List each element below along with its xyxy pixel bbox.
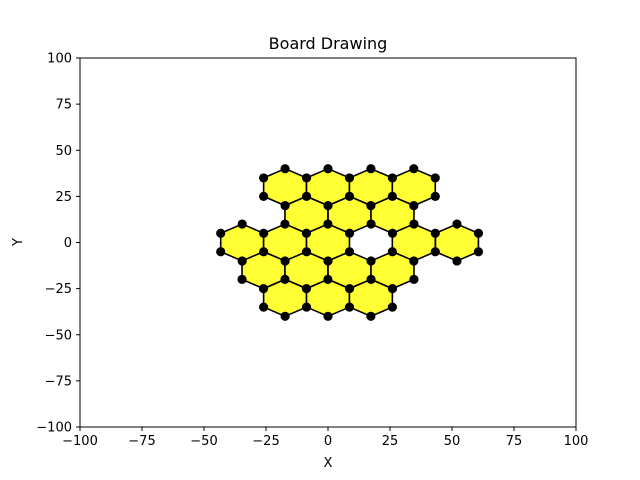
vertex-point-56 [301, 302, 312, 312]
y-tick-label-4: −25 [45, 282, 72, 297]
y-tick-label-6: 25 [55, 190, 72, 205]
vertex-point-20 [301, 228, 312, 238]
hexagon-12 [434, 223, 480, 262]
x-tick-label-4: −25 [252, 434, 279, 449]
vertex-point-51 [366, 274, 376, 284]
vertex-point-31 [259, 247, 269, 257]
vertex-point-13 [366, 201, 376, 211]
vertex-point-38 [409, 256, 419, 266]
vertex-point-7 [344, 173, 355, 183]
y-tick-label-9: 100 [47, 52, 72, 67]
vertex-point-52 [387, 284, 398, 294]
x-axis-label: X [324, 456, 333, 471]
vertex-point-59 [366, 311, 376, 321]
vertex-point-40 [473, 228, 484, 238]
x-tick-label-1: −100 [62, 434, 98, 449]
vertex-point-42 [452, 256, 462, 266]
vertex-point-33 [301, 247, 312, 257]
vertex-point-28 [216, 228, 226, 238]
vertex-point-14 [387, 191, 397, 201]
y-tick-label-5: 0 [64, 236, 72, 251]
vertex-point-35 [344, 247, 355, 257]
vertex-point-10 [344, 191, 355, 201]
y-tick-label-2: −75 [45, 374, 72, 389]
vertex-point-26 [259, 228, 269, 238]
vertex-point-3 [259, 173, 269, 183]
vertex-point-6 [301, 191, 312, 201]
vertex-point-21 [323, 219, 333, 229]
chart-title: Board Drawing [269, 34, 388, 53]
x-tick-label-8: 75 [506, 434, 523, 449]
vertex-point-22 [344, 228, 355, 238]
vertex-point-8 [323, 164, 333, 174]
vertex-point-54 [259, 302, 269, 312]
vertex-point-25 [409, 219, 419, 229]
plot-content [216, 164, 484, 321]
vertex-point-46 [280, 274, 290, 284]
vertex-point-32 [280, 256, 290, 266]
vertex-point-53 [409, 274, 419, 284]
vertex-point-37 [387, 247, 397, 257]
vertex-point-43 [473, 247, 484, 257]
x-tick-label-7: 50 [444, 434, 461, 449]
vertex-point-34 [323, 256, 333, 266]
vertex-point-58 [344, 302, 355, 312]
vertex-point-1 [301, 173, 312, 183]
y-tick-label-3: −50 [45, 328, 72, 343]
vertex-point-60 [387, 302, 397, 312]
vertex-point-5 [280, 201, 290, 211]
vertex-point-39 [430, 247, 440, 257]
y-tick-label-7: 50 [55, 144, 72, 159]
vertex-point-47 [301, 284, 312, 294]
vertex-point-12 [366, 164, 376, 174]
vertex-point-16 [409, 164, 419, 174]
x-tick-label-9: 100 [564, 434, 589, 449]
x-tick-label-6: 25 [382, 434, 399, 449]
vertex-point-24 [387, 228, 398, 238]
vertex-point-17 [409, 201, 419, 211]
vertex-point-27 [237, 219, 247, 229]
vertex-point-18 [430, 191, 440, 201]
plot-area: −100 −75 −50 −25 0 25 50 75 100 −100 −75 −50 −25 0 25 5… [36, 52, 588, 450]
vertex-point-19 [280, 219, 290, 229]
vertex-point-44 [237, 274, 247, 284]
vertex-point-49 [366, 256, 376, 266]
y-tick-label-8: 75 [55, 98, 72, 113]
vertex-point-4 [259, 191, 269, 201]
vertex-point-48 [323, 274, 333, 284]
y-tick-label-1: −100 [36, 421, 72, 436]
vertex-point-36 [430, 228, 440, 238]
vertex-point-2 [280, 164, 290, 174]
vertex-point-57 [323, 311, 333, 321]
vertex-point-30 [237, 256, 247, 266]
vertex-point-29 [216, 247, 226, 257]
vertex-point-9 [323, 201, 333, 211]
vertex-point-23 [366, 219, 376, 229]
vertex-point-55 [280, 311, 290, 321]
x-tick-label-2: −75 [128, 434, 155, 449]
vertex-point-41 [452, 219, 462, 229]
y-axis-label: Y [11, 238, 26, 247]
vertex-point-11 [387, 173, 397, 183]
x-tick-label-5: 0 [324, 434, 332, 449]
x-tick-label-3: −50 [190, 434, 217, 449]
vertex-point-50 [344, 284, 355, 294]
vertex-point-45 [258, 284, 269, 294]
vertex-point-15 [430, 173, 440, 183]
